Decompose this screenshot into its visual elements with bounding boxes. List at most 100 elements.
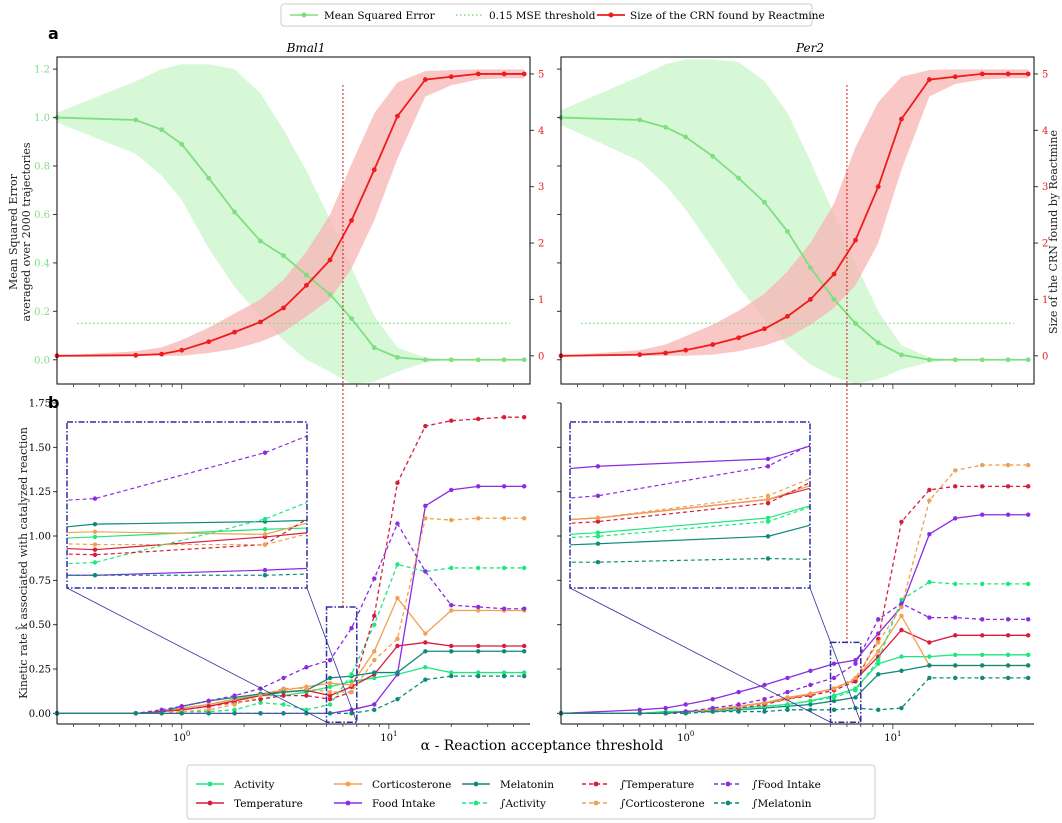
panel-a2-y2tick-label: 0 — [1042, 351, 1048, 362]
panel-b2-food-intake-point — [1005, 512, 1011, 517]
panel-a1-mse-point — [349, 316, 354, 321]
panel-b2-inset-food-intake-point — [765, 456, 771, 462]
legend-activity-label: Activity — [233, 779, 275, 791]
panel-b1-activity-point — [501, 670, 507, 675]
panel-b1-food-intake-point — [449, 487, 454, 493]
panel-b1-int-temperature-point — [206, 704, 211, 709]
panel-a2-size-point — [762, 326, 767, 332]
panel-b1-ytick-label: 0.50 — [29, 620, 51, 631]
panel-b2-int-corticosterone-point — [876, 640, 881, 645]
panel-b1-int-food-intake-point — [281, 675, 286, 681]
panel-b2-food-intake-point — [953, 516, 958, 521]
panel-b2-food-intake-point — [710, 696, 715, 702]
panel-b1-int-melatonin-point — [258, 711, 263, 716]
panel-b1-corticosterone-point — [449, 608, 454, 613]
panel-b1-int-activity-point — [349, 672, 354, 677]
panel-a2-size-point — [808, 297, 813, 302]
title-per2: Per2 — [795, 41, 824, 55]
panel-b1-temperature-point — [449, 643, 454, 649]
panel-a2-size-point — [1025, 71, 1031, 77]
panel-b2-xtick-label: 100 — [677, 730, 694, 744]
panel-b2-food-intake-point — [927, 532, 932, 537]
panel-b2-inset — [569, 421, 950, 589]
panel-b2-food-intake-point — [831, 661, 837, 666]
panel-a1-size-point — [501, 71, 507, 77]
panel-a1-mse-point — [258, 238, 263, 244]
panel-b1-inset-int-food-intake-point — [262, 450, 268, 455]
panel-b1-inset-temperature-line — [67, 532, 307, 551]
panel-b2-inset-melatonin-point — [765, 534, 771, 539]
panel-a1-ytick-label: 0.2 — [34, 307, 50, 318]
panel-a2-mse-point — [710, 153, 716, 159]
panel-b1-int-temperature-point — [521, 414, 527, 420]
panel-b1-int-food-intake-point — [232, 693, 237, 698]
panel-b2-int-food-intake-point — [876, 617, 881, 622]
panel-a2-size-point — [875, 184, 881, 190]
panel-b1-ytick-label: 1.25 — [29, 487, 51, 498]
panel-b2-melatonin-point — [1005, 663, 1011, 668]
panel-b1-int-corticosterone-point — [521, 516, 527, 521]
panel-b1-int-temperature-point — [476, 416, 481, 422]
panel-a1-size-point — [206, 339, 212, 345]
panel-b2-inset-bg — [570, 422, 810, 588]
panel-b2-melatonin-point — [927, 663, 932, 668]
panel-b1-int-corticosterone-point — [304, 686, 309, 691]
panel-b1-int-corticosterone-point — [423, 516, 428, 521]
panel-b1-int-food-intake-point — [206, 698, 211, 704]
panel-b2-int-melatonin-point — [683, 711, 688, 716]
exponent: 1 — [393, 730, 397, 738]
panel-b1-int-food-intake-point — [449, 602, 454, 608]
panel-a1-size-point — [395, 113, 400, 119]
panel-a2-size-band — [561, 69, 1029, 356]
panel-b2-int-corticosterone-point — [927, 498, 932, 503]
panel-b2-int-temperature-point — [980, 484, 985, 489]
panel-b1-activity-point — [372, 675, 377, 681]
panel-b2-inset-content — [570, 444, 950, 565]
legend-temperature-marker — [207, 800, 213, 806]
title-bmal1: Bmal1 — [286, 41, 326, 55]
panel-b2-int-corticosterone-point — [831, 686, 837, 691]
panel-a2-size-point — [979, 71, 985, 77]
panel-b1-int-temperature-point — [449, 418, 454, 423]
panel-b1-int-melatonin-point — [206, 711, 211, 716]
panel-a1-ytick-label: 0.8 — [34, 162, 50, 173]
panel-b2-temperature-point — [953, 633, 958, 638]
panel-b2-corticosterone-point — [876, 649, 881, 654]
panel-a1-ytick-label: 0.6 — [34, 210, 50, 221]
panel-b1-int-food-intake-point — [521, 606, 527, 611]
panel-a1-mse-point — [304, 272, 309, 278]
panel-b1-inset-corticosterone-point — [92, 529, 98, 535]
panel-b2-food-intake-point — [808, 668, 813, 673]
panel-a2-size-line — [560, 73, 1029, 357]
panel-b2-int-food-intake-point — [1025, 617, 1031, 622]
panel-b2-int-activity-point — [1005, 581, 1011, 587]
panel-b2-inset-temperature-point — [946, 449, 950, 453]
panel-b1-inset-melatonin-point — [443, 514, 447, 518]
panel-a2-mse-band — [561, 59, 1029, 385]
panel-b2-int-activity-line — [561, 581, 1029, 715]
panel-a2-size-point — [926, 77, 932, 82]
panel-b1-ytick-label: 1.00 — [29, 532, 51, 543]
panel-b1-int-corticosterone-point — [501, 516, 507, 521]
panel-b2-inset-int-melatonin-point — [765, 556, 771, 561]
panel-b1-melatonin-point — [281, 689, 286, 695]
panel-b2-int-corticosterone-point — [1005, 462, 1011, 468]
panel-a2-size-point — [899, 116, 904, 122]
panel-b1-xtick-label: 100 — [173, 730, 190, 744]
panel-b1-temperature-point — [476, 643, 481, 649]
panel-b1-ytick-label: 1.50 — [29, 443, 51, 454]
panel-b2-food-intake-point — [683, 702, 688, 707]
panel-b2-inset-activity-point — [595, 530, 601, 535]
panel-b2-int-food-intake-point — [808, 682, 813, 688]
panel-b1-int-activity-point — [521, 565, 527, 571]
panel-b2-int-corticosterone-point — [808, 691, 813, 697]
panel-b1-int-temperature-point — [281, 693, 286, 698]
panel-b2-corticosterone-point — [899, 613, 904, 619]
legend-int-temperature-label: ∫Temperature — [620, 779, 694, 791]
panel-a1-y2tick-label: 5 — [538, 69, 544, 80]
panel-b1-int-corticosterone-point — [206, 707, 211, 713]
panel-a1-size-point — [179, 347, 185, 353]
panel-b2-int-food-intake-point — [762, 696, 767, 702]
panel-b2-inset-activity-point — [946, 464, 950, 468]
